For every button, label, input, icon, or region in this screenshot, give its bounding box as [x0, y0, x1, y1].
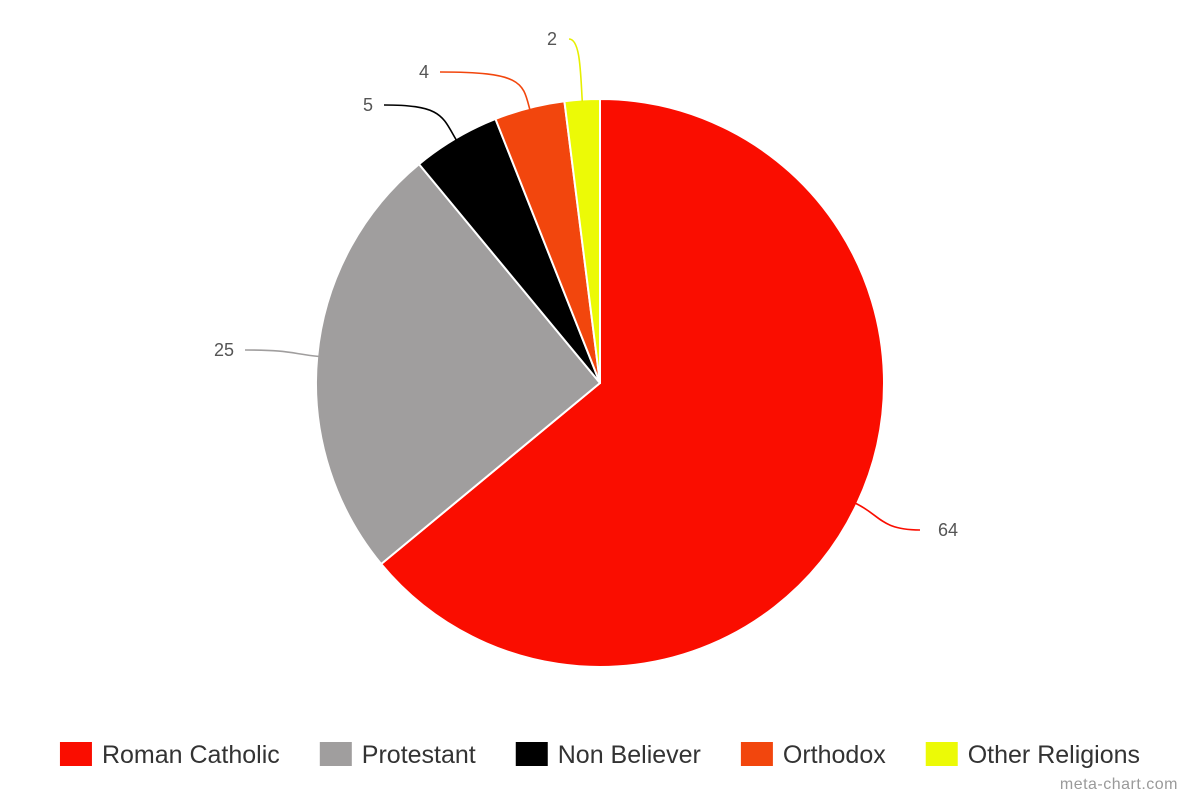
legend-label-protestant: Protestant	[362, 741, 476, 769]
legend-label-orthodox: Orthodox	[783, 741, 886, 769]
legend-label-other-religions: Other Religions	[968, 741, 1140, 769]
legend-item-roman-catholic[interactable]: Roman Catholic	[59, 741, 280, 769]
label-connector-protestant	[244, 349, 320, 358]
legend-swatch-protestant	[319, 742, 352, 766]
label-connector-other-religions	[568, 38, 584, 102]
legend-label-non-believer: Non Believer	[558, 741, 701, 769]
data-label-protestant: 25	[214, 340, 234, 360]
legend-item-orthodox[interactable]: Orthodox	[740, 741, 886, 769]
data-label-roman-catholic: 64	[938, 520, 958, 540]
label-connector-orthodox	[439, 71, 531, 111]
credit-text: meta-chart.com	[1059, 776, 1178, 793]
label-connector-roman-catholic	[854, 502, 921, 531]
legend-item-other-religions[interactable]: Other Religions	[925, 741, 1140, 769]
data-label-other-religions: 2	[547, 29, 557, 49]
legend: Roman Catholic Protestant Non Believer Orth…	[59, 741, 1140, 769]
legend-item-non-believer[interactable]: Non Believer	[515, 741, 701, 769]
label-connectors	[244, 38, 921, 531]
data-labels: 64 25 5 4 2	[214, 29, 958, 540]
legend-swatch-orthodox	[740, 742, 773, 766]
data-label-orthodox: 4	[419, 62, 429, 82]
data-label-non-believer: 5	[363, 95, 373, 115]
legend-item-protestant[interactable]: Protestant	[319, 741, 476, 769]
legend-swatch-non-believer	[515, 742, 548, 766]
label-connector-non-believer	[383, 104, 458, 141]
pie-slices	[314, 98, 885, 668]
legend-label-roman-catholic: Roman Catholic	[102, 741, 280, 769]
legend-swatch-other-religions	[925, 742, 958, 766]
legend-swatch-roman-catholic	[59, 742, 92, 766]
